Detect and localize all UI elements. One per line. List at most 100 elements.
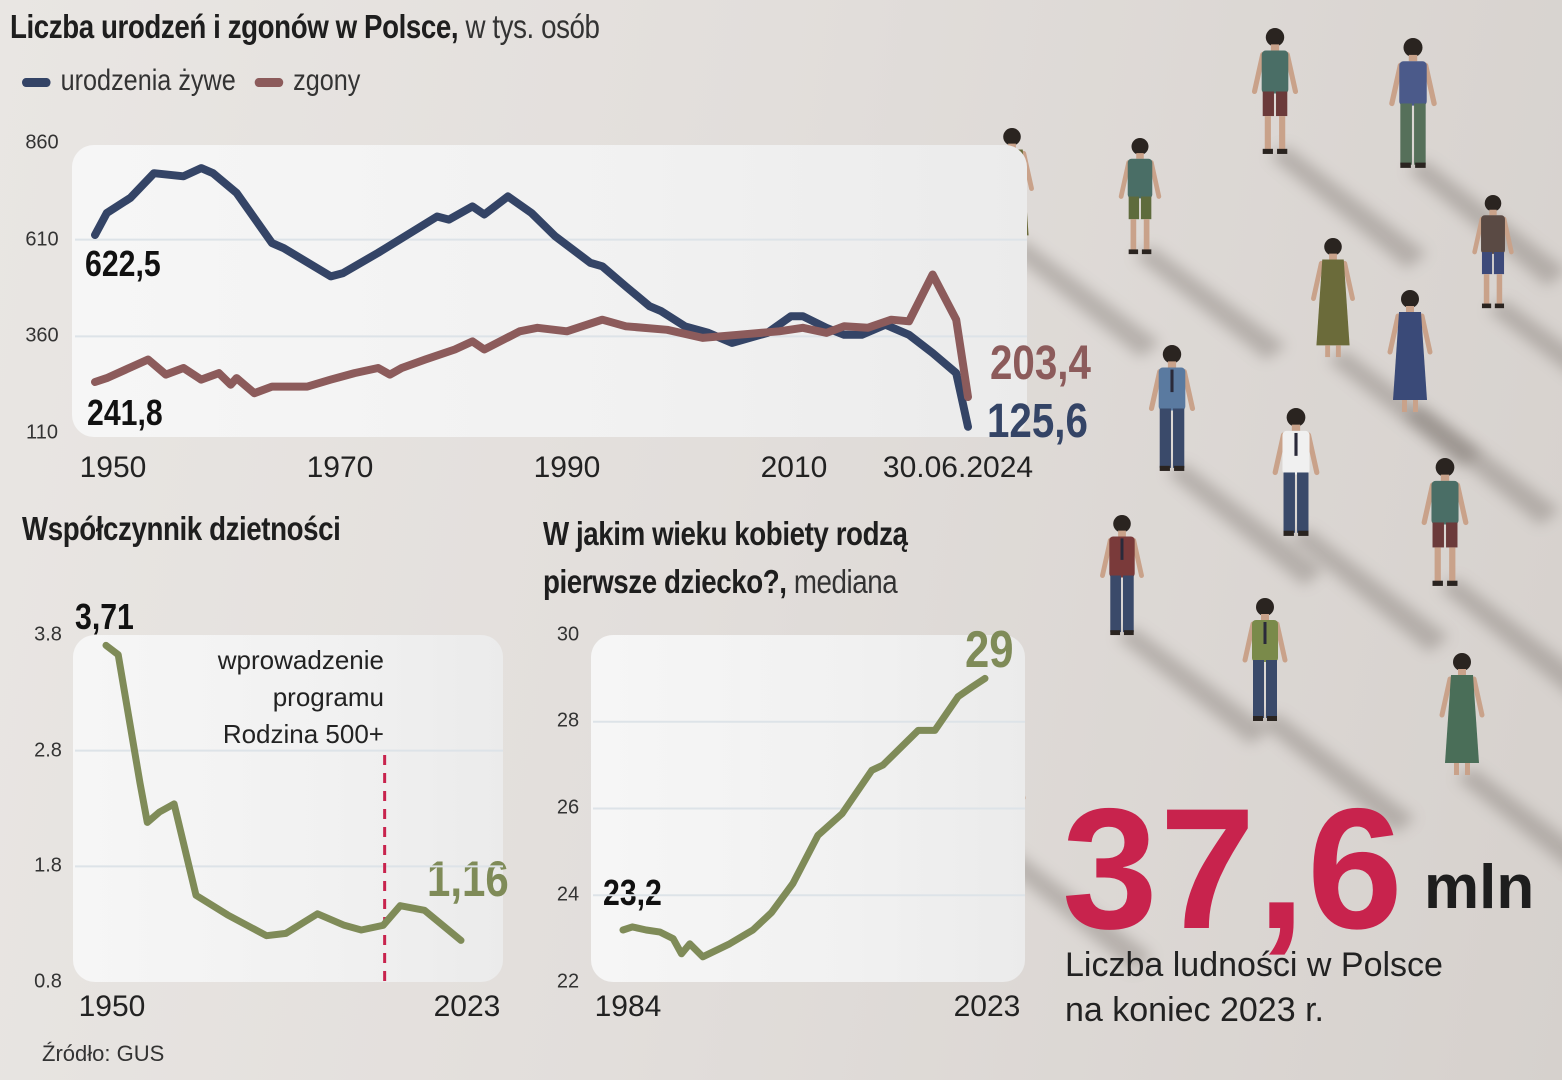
program-annotation: wprowadzenie programu Rodzina 500+ xyxy=(218,642,384,753)
person-head xyxy=(1256,598,1274,616)
person-arm xyxy=(1100,537,1113,578)
person-shoe xyxy=(1494,303,1505,309)
person-neck xyxy=(1440,474,1450,481)
legend: urodzenia żywe zgony xyxy=(22,64,425,98)
person-leg-clothing xyxy=(1493,252,1505,275)
person-shadow xyxy=(1134,246,1287,360)
person-leg-clothing xyxy=(1414,103,1426,165)
person-shadow xyxy=(1290,528,1449,653)
series-line-deaths xyxy=(91,270,972,401)
person-tie xyxy=(1294,432,1298,456)
person-neck xyxy=(1261,614,1269,620)
person-head xyxy=(1324,238,1342,256)
person-head xyxy=(1403,38,1423,58)
y-tick-label: 860 xyxy=(25,131,59,154)
legend-swatch-births xyxy=(22,77,51,87)
person-leg-clothing xyxy=(1128,196,1140,220)
person-shadow xyxy=(1439,578,1562,690)
y-tick-label: 22 xyxy=(556,970,580,993)
person-head xyxy=(1265,28,1285,47)
person-shoe xyxy=(1277,148,1288,154)
person-arm xyxy=(1421,482,1436,526)
fertility-start-label: 3,71 xyxy=(75,596,134,637)
person-arm xyxy=(1148,160,1162,199)
person-head xyxy=(1435,458,1455,477)
x-tick-label: 1950 xyxy=(78,990,146,1023)
person-head xyxy=(1401,290,1419,308)
person-arm xyxy=(1439,676,1453,718)
person-head xyxy=(1453,653,1471,671)
person-neck xyxy=(1136,153,1144,159)
person-leg-clothing xyxy=(1173,408,1185,468)
chart-subtitle: w tys. osób xyxy=(465,8,600,45)
person-arm xyxy=(1181,369,1196,412)
person-leg-clothing xyxy=(1262,91,1274,117)
age-end-label: 29 xyxy=(965,621,1014,679)
person-leg xyxy=(1335,345,1341,358)
person-head xyxy=(1484,195,1502,212)
series-line-births xyxy=(91,164,972,431)
person-shirt xyxy=(1481,215,1505,254)
person-neck xyxy=(1406,306,1414,312)
person-shoe xyxy=(1128,249,1139,255)
person-head xyxy=(1286,408,1306,427)
source-note: Źródło: GUS xyxy=(42,1041,165,1066)
population-caption-2: na koniec 2023 r. xyxy=(1065,991,1324,1029)
person-shoe xyxy=(1447,580,1458,586)
series-line-age xyxy=(619,674,989,961)
person-leg xyxy=(1413,400,1418,412)
person-shadow xyxy=(1259,713,1415,833)
person-shirt xyxy=(1399,61,1427,106)
person-leg-clothing xyxy=(1400,103,1412,165)
person-shadow xyxy=(1269,146,1427,269)
person-leg-clothing xyxy=(1276,91,1288,117)
person-shoe xyxy=(1159,465,1170,471)
person-shoe xyxy=(1283,530,1294,536)
person-shadow xyxy=(1456,768,1562,864)
person-leg xyxy=(1496,274,1503,306)
annotation-line: Rodzina 500+ xyxy=(222,719,384,749)
age-start-label: 23,2 xyxy=(603,872,662,913)
y-tick-label: 30 xyxy=(556,623,580,646)
chart-title: Liczba urodzeń i zgonów w Polsce, xyxy=(10,8,459,45)
person-leg xyxy=(1465,763,1470,775)
person-leg xyxy=(1434,547,1441,583)
person-leg-clothing xyxy=(1110,575,1122,633)
births-deaths-title: Liczba urodzeń i zgonów w Polsce, w tys.… xyxy=(10,8,712,46)
person-neck xyxy=(1118,530,1126,537)
y-tick-label: 1.8 xyxy=(34,854,62,877)
person-arm xyxy=(1387,313,1401,355)
person-arm xyxy=(1131,537,1144,578)
x-tick-label: 1950 xyxy=(79,451,147,484)
person-shoe xyxy=(1415,162,1426,168)
person-arm xyxy=(1471,676,1485,718)
legend-swatch-deaths xyxy=(254,77,284,87)
y-tick-label: 2.8 xyxy=(34,739,62,762)
person-shirt xyxy=(1431,480,1459,525)
x-tick-label: 2023 xyxy=(953,990,1021,1023)
annotation-line: wprowadzenie xyxy=(217,645,384,675)
person-arm xyxy=(1305,432,1320,476)
person-shoe xyxy=(1174,465,1185,471)
person-leg xyxy=(1325,345,1331,358)
person-leg xyxy=(1130,219,1137,252)
person-shadow xyxy=(1006,240,1161,358)
person-arm xyxy=(1148,369,1163,412)
person-arm xyxy=(1272,432,1287,476)
x-tick-label: 30.06.2024 xyxy=(882,451,1034,484)
population-unit: mln xyxy=(1424,853,1535,922)
annotation-line: programu xyxy=(272,682,384,712)
person-leg xyxy=(1279,116,1286,151)
person-arm xyxy=(1472,216,1485,255)
person-leg-clothing xyxy=(1266,660,1277,718)
person-arm xyxy=(1389,62,1403,107)
person-leg xyxy=(1402,400,1407,412)
person-leg-clothing xyxy=(1159,408,1171,468)
legend-label-births: urodzenia żywe xyxy=(60,64,236,97)
person-leg-clothing xyxy=(1140,196,1152,220)
y-tick-label: 28 xyxy=(556,709,580,732)
y-tick-label: 610 xyxy=(25,228,59,251)
person-leg-clothing xyxy=(1432,522,1444,548)
person-shoe xyxy=(1262,148,1273,154)
